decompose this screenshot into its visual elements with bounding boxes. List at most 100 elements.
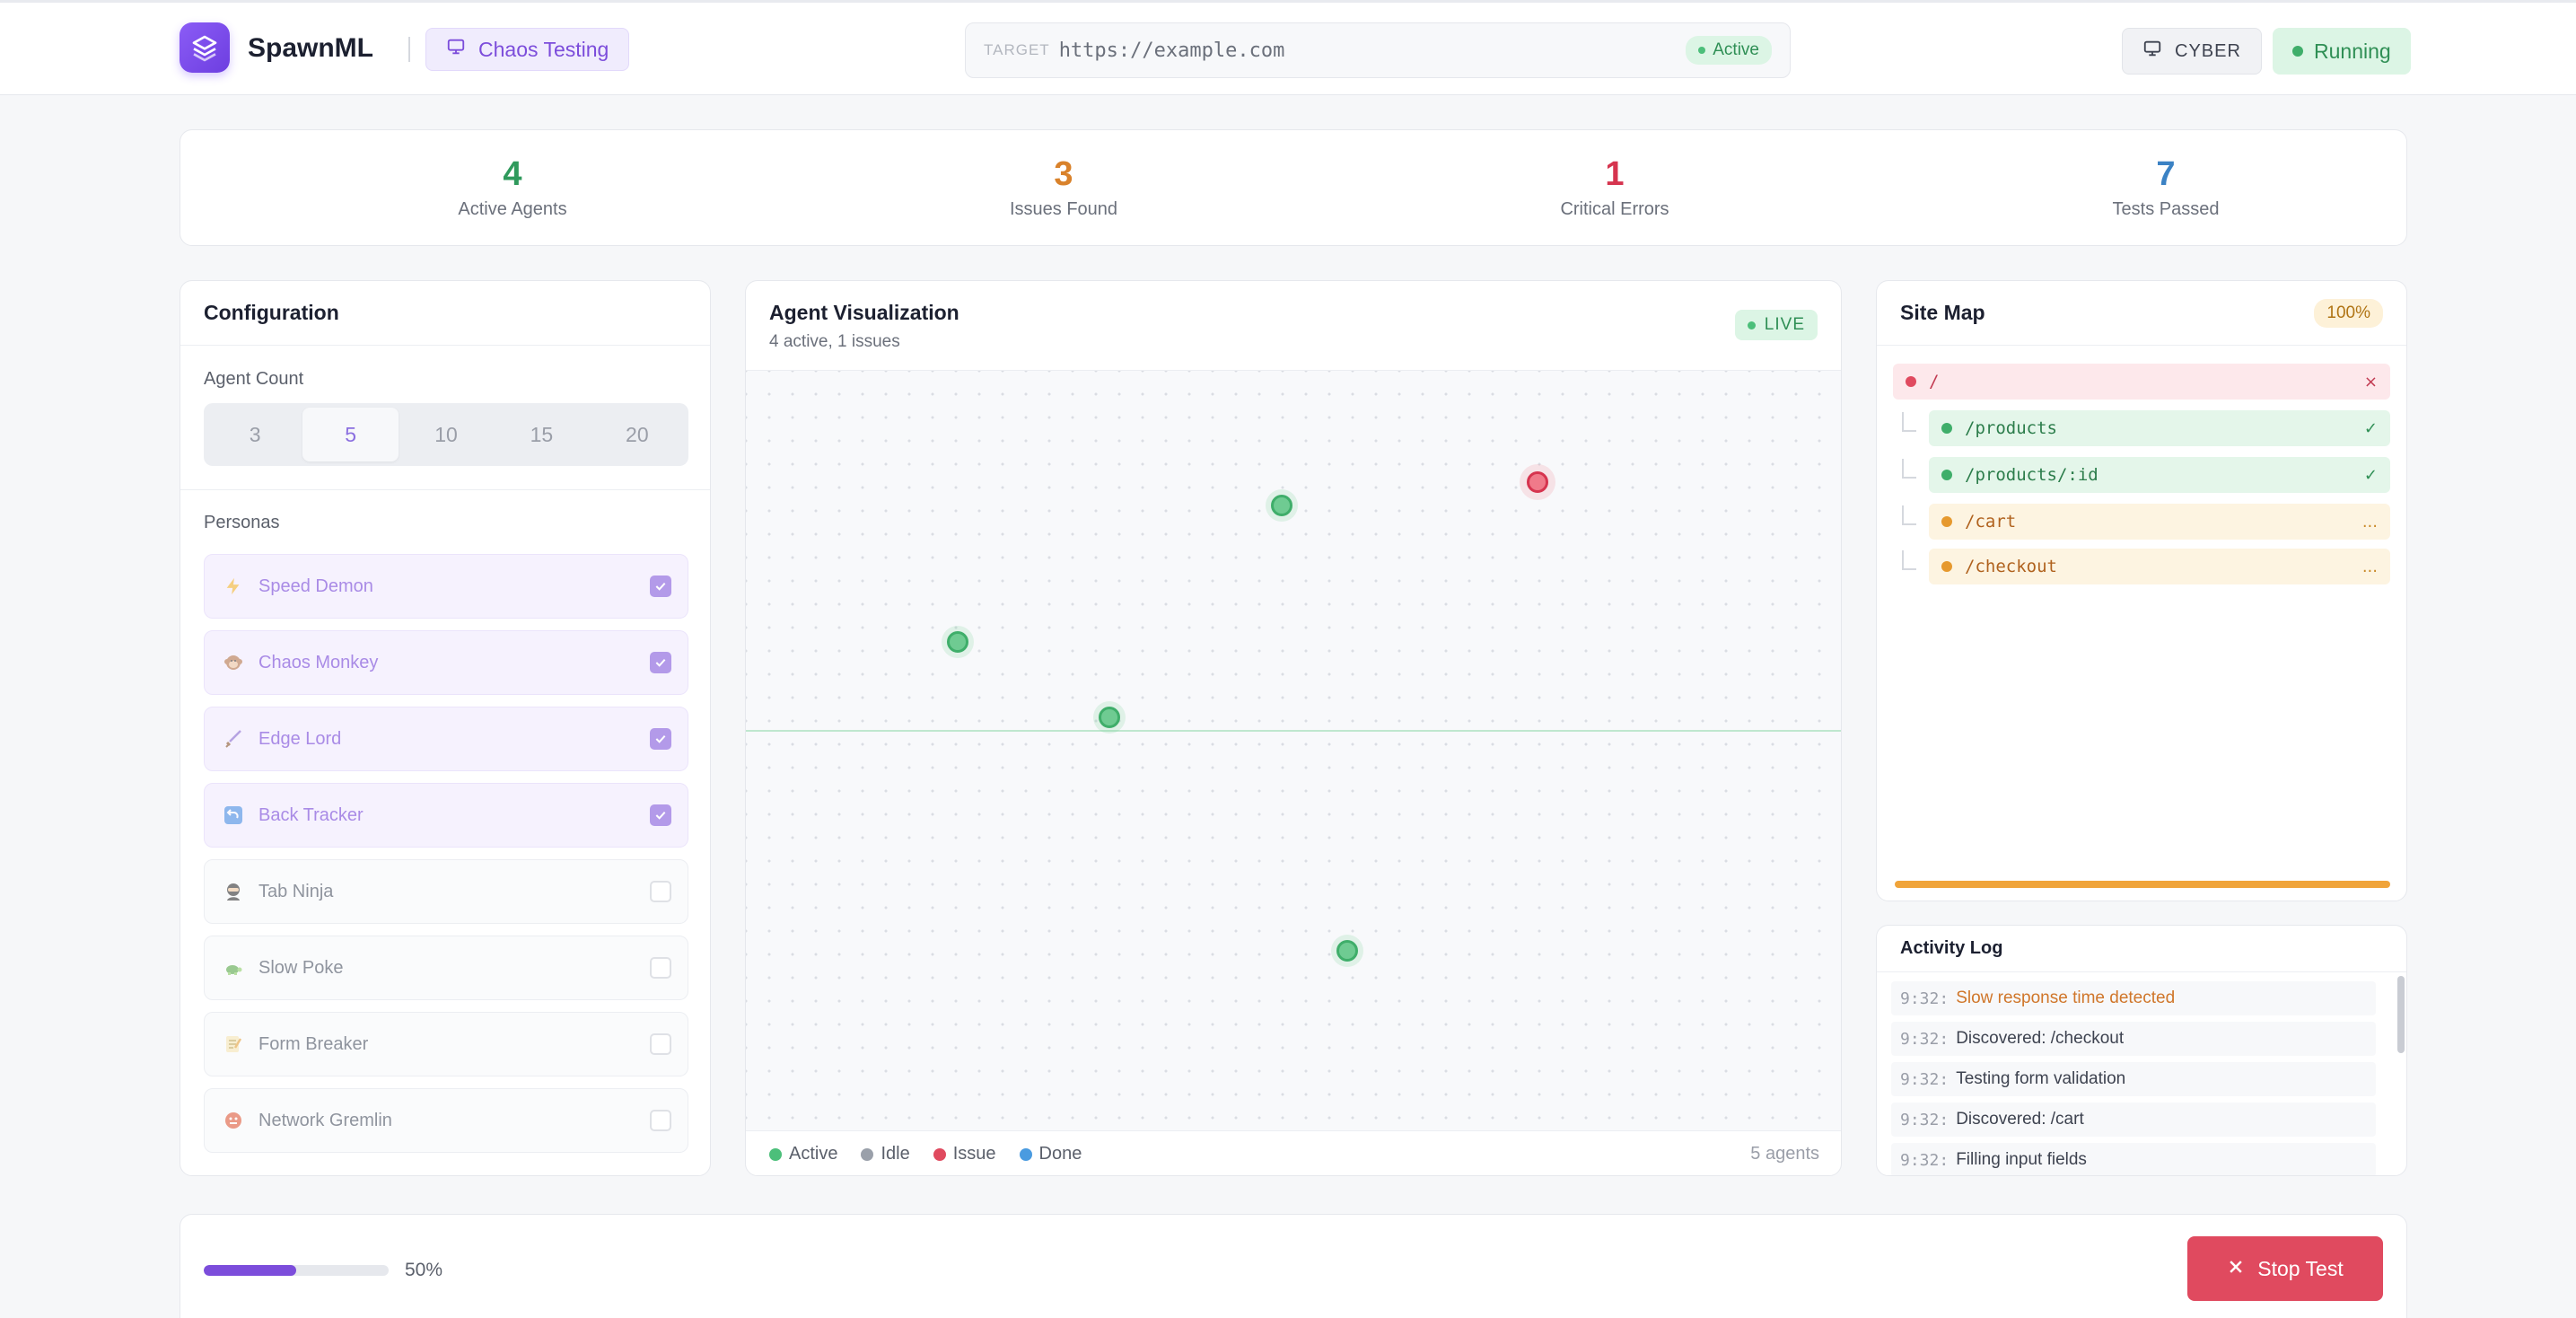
legend-dot-icon xyxy=(861,1147,874,1161)
log-time: 9:32: xyxy=(1900,1029,1950,1049)
persona-name: Back Tracker xyxy=(258,804,364,825)
legend-label: Done xyxy=(1038,1144,1082,1164)
log-message: Discovered: /checkout xyxy=(1956,1029,2125,1048)
status-dot-icon xyxy=(1941,516,1952,527)
log-entry: 9:32: Discovered: /checkout xyxy=(1891,1022,2376,1056)
agent-count-label: Agent Count xyxy=(204,369,304,389)
site-node-path: / xyxy=(1929,372,1940,391)
persona-back-tracker[interactable]: Back Tracker xyxy=(204,783,688,848)
activity-log-title: Activity Log xyxy=(1900,938,2003,958)
log-time: 9:32: xyxy=(1900,1069,1950,1089)
legend-label: Active xyxy=(789,1144,838,1164)
persona-edge-lord[interactable]: Edge Lord xyxy=(204,707,688,771)
persona-checkbox[interactable] xyxy=(650,881,671,902)
agent-count-option-selected[interactable]: 5 xyxy=(302,408,399,461)
test-progress-fill xyxy=(204,1265,296,1276)
agent-count-option[interactable]: 20 xyxy=(626,422,649,446)
agent-count-option[interactable]: 10 xyxy=(434,422,458,446)
stat-active-agents: 4 Active Agents xyxy=(378,155,647,220)
status-dot-icon xyxy=(1941,470,1952,480)
persona-slow-poke[interactable]: Slow Poke xyxy=(204,936,688,1000)
stat-label: Tests Passed xyxy=(2112,199,2220,219)
legend-active: Active xyxy=(769,1144,837,1164)
agent-total: 5 agents xyxy=(1750,1144,1819,1164)
agent-count-option[interactable]: 15 xyxy=(530,422,554,446)
status-dot-icon xyxy=(2292,46,2303,57)
logo-icon[interactable] xyxy=(180,22,230,73)
status-dot-icon xyxy=(1941,423,1952,434)
stat-value: 4 xyxy=(503,155,522,193)
site-node-root[interactable]: / × xyxy=(1893,364,2390,400)
bottom-control-bar: 50% Stop Test xyxy=(180,1214,2407,1318)
log-scrollbar[interactable] xyxy=(2397,976,2405,1053)
legend-dot-icon xyxy=(1019,1147,1032,1161)
status-dot-icon xyxy=(1941,561,1952,572)
lightning-icon xyxy=(221,574,246,599)
tree-connector xyxy=(1902,412,1916,432)
agent-node[interactable] xyxy=(1271,495,1292,516)
theme-button[interactable]: CYBER xyxy=(2122,28,2262,75)
target-status-text: Active xyxy=(1713,40,1759,59)
site-node-cart[interactable]: /cart ... xyxy=(1929,504,2390,540)
site-node-products[interactable]: /products ✓ xyxy=(1929,410,2390,446)
persona-checkbox[interactable] xyxy=(650,804,671,826)
agent-visualization-panel: Agent Visualization 4 active, 1 issues L… xyxy=(745,280,1842,1176)
turtle-icon xyxy=(221,955,246,980)
agent-canvas[interactable] xyxy=(746,371,1841,1130)
site-node-status: × xyxy=(2363,372,2378,391)
site-node-path: /cart xyxy=(1965,512,2017,532)
persona-name: Chaos Monkey xyxy=(258,652,379,672)
persona-network-gremlin[interactable]: Network Gremlin xyxy=(204,1088,688,1153)
persona-checkbox[interactable] xyxy=(650,957,671,979)
target-url-field[interactable]: TARGET https://example.com Active xyxy=(965,22,1791,78)
stat-value: 7 xyxy=(2156,155,2176,193)
live-dot-icon xyxy=(1747,321,1756,330)
legend-dot-icon xyxy=(769,1147,782,1161)
persona-name: Slow Poke xyxy=(258,957,344,978)
persona-name: Network Gremlin xyxy=(258,1110,392,1130)
log-message: Discovered: /cart xyxy=(1956,1110,2084,1129)
agent-node[interactable] xyxy=(1336,940,1358,962)
site-node-status: ✓ xyxy=(2363,465,2378,485)
test-progress-label: 50% xyxy=(405,1260,443,1280)
persona-checkbox[interactable] xyxy=(650,1033,671,1055)
stat-critical-errors: 1 Critical Errors xyxy=(1480,155,1749,220)
log-time: 9:32: xyxy=(1900,988,1950,1008)
status-dot-icon xyxy=(1906,376,1916,387)
site-node-path: /checkout xyxy=(1965,557,2057,576)
site-node-path: /products xyxy=(1965,418,2057,438)
mode-chip[interactable]: Chaos Testing xyxy=(425,28,630,71)
log-entry: 9:32: Discovered: /cart xyxy=(1891,1103,2376,1137)
persona-speed-demon[interactable]: Speed Demon xyxy=(204,554,688,619)
target-label: TARGET xyxy=(984,41,1050,58)
site-map-panel: Site Map 100% / × /products ✓ /products/… xyxy=(1876,280,2407,901)
persona-chaos-monkey[interactable]: Chaos Monkey xyxy=(204,630,688,695)
stats-panel: 4 Active Agents 3 Issues Found 1 Critica… xyxy=(180,129,2407,246)
target-status-badge: Active xyxy=(1686,36,1772,65)
agent-node[interactable] xyxy=(1099,707,1120,728)
site-node-product-detail[interactable]: /products/:id ✓ xyxy=(1929,457,2390,493)
stop-test-button[interactable]: Stop Test xyxy=(2187,1236,2383,1301)
persona-checkbox[interactable] xyxy=(650,1110,671,1131)
agent-node-issue[interactable] xyxy=(1527,471,1548,493)
persona-checkbox[interactable] xyxy=(650,576,671,597)
persona-form-breaker[interactable]: Form Breaker xyxy=(204,1012,688,1076)
mode-label: Chaos Testing xyxy=(478,37,609,61)
persona-tab-ninja[interactable]: Tab Ninja xyxy=(204,859,688,924)
site-node-path: /products/:id xyxy=(1965,465,2098,485)
monkey-icon xyxy=(221,650,246,675)
persona-checkbox[interactable] xyxy=(650,652,671,673)
stat-label: Active Agents xyxy=(458,199,567,219)
live-label: LIVE xyxy=(1764,315,1805,334)
top-bar: SpawnML Chaos Testing TARGET https://exa… xyxy=(0,0,2576,95)
persona-checkbox[interactable] xyxy=(650,728,671,750)
divider xyxy=(408,37,410,62)
target-url: https://example.com xyxy=(1058,39,1285,62)
legend-label: Issue xyxy=(952,1144,996,1164)
site-node-checkout[interactable]: /checkout ... xyxy=(1929,549,2390,584)
agent-count-option[interactable]: 3 xyxy=(249,422,261,446)
agent-node[interactable] xyxy=(947,631,968,653)
configuration-header: Configuration xyxy=(180,281,710,346)
legend-issue: Issue xyxy=(933,1144,996,1164)
test-progress-bar xyxy=(204,1265,389,1276)
